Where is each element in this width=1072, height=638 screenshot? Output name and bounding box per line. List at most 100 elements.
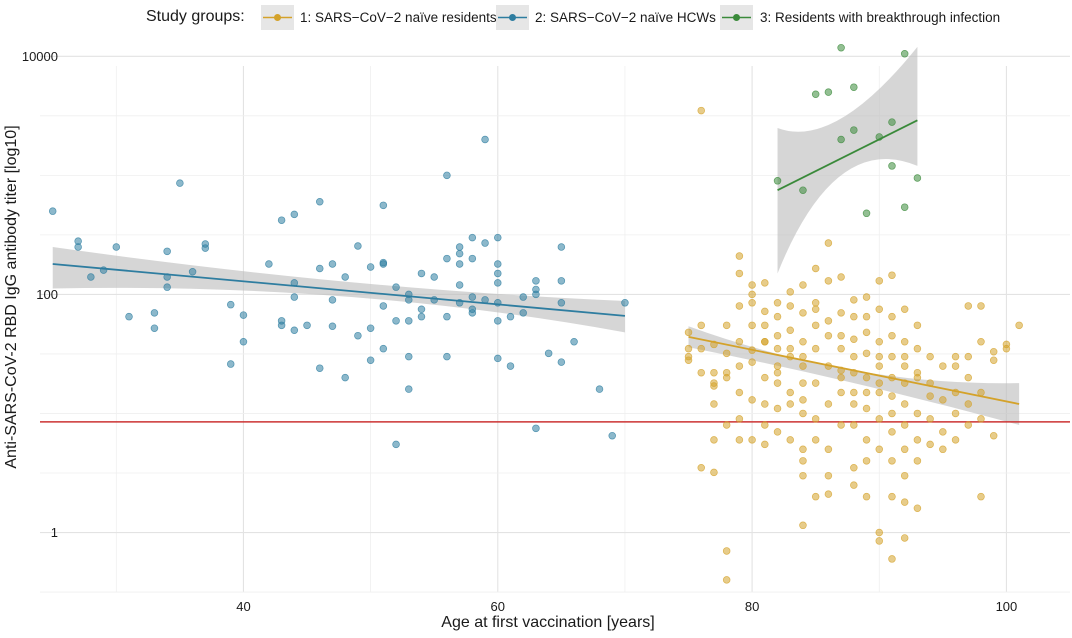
data-point-group-1 — [888, 312, 896, 321]
data-point-group-2 — [468, 233, 477, 242]
data-point-group-1 — [913, 457, 922, 465]
data-point-group-1 — [913, 504, 922, 512]
data-point-group-2 — [74, 243, 82, 251]
data-point-group-1 — [964, 421, 973, 429]
data-point-group-1 — [735, 388, 744, 397]
data-point-group-1 — [850, 400, 858, 408]
data-points — [48, 43, 1023, 638]
data-point-group-1 — [888, 457, 896, 465]
data-point-group-2 — [150, 309, 159, 317]
data-point-group-1 — [862, 293, 871, 301]
data-point-group-1 — [811, 344, 820, 353]
data-point-group-2 — [277, 317, 286, 325]
data-point-group-2 — [48, 207, 57, 215]
data-point-group-1 — [939, 396, 947, 404]
data-point-group-3 — [913, 174, 922, 182]
data-point-group-1 — [684, 328, 693, 337]
fit-line-group-1 — [688, 335, 1020, 405]
legend-entry-3: 3: Residents with breakthrough infection — [720, 5, 1000, 30]
data-point-group-1 — [748, 290, 756, 299]
data-point-group-1 — [799, 362, 807, 370]
data-point-group-1 — [875, 362, 884, 370]
data-point-group-1 — [951, 436, 960, 444]
data-point-group-1 — [811, 415, 820, 423]
data-point-group-1 — [799, 379, 807, 387]
data-point-group-1 — [824, 400, 833, 408]
data-point-group-2 — [405, 352, 413, 361]
data-point-group-3 — [888, 118, 896, 126]
data-point-group-2 — [532, 277, 540, 285]
data-point-group-1 — [977, 415, 985, 423]
data-point-group-1 — [900, 400, 909, 408]
data-point-group-2 — [87, 273, 95, 281]
data-point-group-1 — [964, 302, 973, 310]
data-point-group-1 — [735, 415, 744, 423]
data-point-group-2 — [290, 293, 299, 301]
data-point-group-1 — [748, 321, 756, 330]
data-point-group-2 — [519, 293, 527, 301]
data-point-group-2 — [328, 296, 337, 304]
data-point-group-1 — [913, 344, 922, 353]
data-point-group-1 — [900, 498, 909, 506]
legend-key-3-dot — [733, 14, 740, 21]
data-point-group-2 — [506, 312, 515, 321]
data-point-group-3 — [837, 43, 845, 52]
data-point-group-1 — [761, 373, 769, 382]
data-point-group-2 — [163, 247, 171, 256]
data-point-group-1 — [977, 388, 985, 397]
data-point-group-1 — [926, 440, 934, 449]
data-point-group-2 — [226, 360, 235, 368]
legend-label-3: 3: Residents with breakthrough infection — [760, 10, 1000, 25]
data-point-group-2 — [506, 362, 515, 370]
data-point-group-2 — [430, 296, 438, 304]
y-tick-label: 10000 — [22, 49, 58, 64]
data-point-group-1 — [989, 356, 998, 364]
legend-entry-1: 1: SARS−CoV−2 naïve residents — [261, 5, 497, 30]
data-point-group-2 — [494, 317, 502, 325]
data-point-group-1 — [888, 331, 896, 340]
legend-label-2: 2: SARS−CoV−2 naïve HCWs — [535, 10, 716, 25]
data-point-group-2 — [443, 352, 451, 361]
data-point-group-1 — [951, 352, 960, 361]
data-point-group-1 — [862, 312, 871, 321]
data-point-group-1 — [837, 344, 845, 353]
data-point-group-1 — [722, 349, 731, 358]
data-point-group-1 — [850, 312, 858, 321]
data-point-group-1 — [977, 492, 985, 501]
data-point-group-1 — [799, 338, 807, 346]
data-point-group-3 — [862, 209, 871, 218]
data-point-group-1 — [900, 471, 909, 480]
data-point-group-1 — [989, 431, 998, 440]
data-point-group-2 — [494, 279, 502, 287]
data-point-group-1 — [799, 471, 807, 480]
data-point-group-2 — [354, 331, 362, 340]
data-point-group-2 — [163, 283, 171, 291]
data-point-group-2 — [532, 424, 540, 433]
data-point-group-1 — [939, 362, 947, 370]
data-point-group-2 — [201, 240, 210, 248]
data-point-group-1 — [799, 409, 807, 418]
data-point-group-1 — [761, 421, 769, 429]
data-point-group-1 — [811, 436, 820, 444]
data-point-group-1 — [761, 321, 769, 330]
data-point-group-1 — [862, 436, 871, 444]
data-point-group-1 — [824, 331, 833, 340]
data-point-group-1 — [989, 347, 998, 356]
data-point-group-1 — [850, 296, 858, 304]
data-point-group-2 — [328, 260, 337, 268]
data-point-group-1 — [875, 379, 884, 387]
data-point-group-1 — [722, 321, 731, 330]
data-point-group-1 — [939, 445, 947, 454]
data-point-group-2 — [481, 135, 489, 144]
data-point-group-1 — [811, 321, 820, 330]
data-point-group-3 — [824, 88, 833, 96]
data-point-group-1 — [773, 299, 782, 307]
data-point-group-1 — [710, 468, 718, 477]
data-point-group-2 — [125, 312, 133, 321]
data-point-group-2 — [392, 283, 400, 291]
data-point-group-1 — [900, 362, 909, 370]
data-point-group-1 — [799, 309, 807, 317]
data-point-group-2 — [366, 263, 375, 271]
data-point-group-1 — [862, 373, 871, 382]
